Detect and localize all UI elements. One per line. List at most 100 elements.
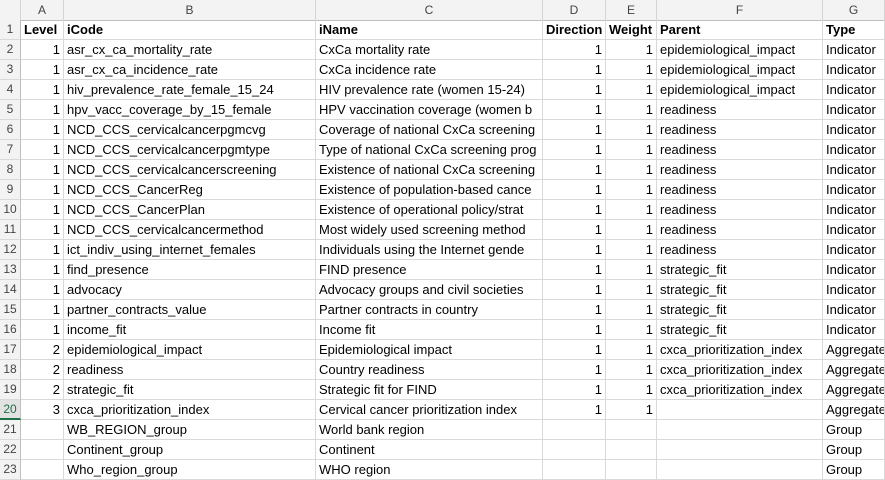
cell-icode[interactable]: cxca_prioritization_index: [64, 400, 316, 420]
cell-type[interactable]: Group: [823, 440, 885, 460]
cell-icode[interactable]: NCD_CCS_CancerPlan: [64, 200, 316, 220]
cell-iname[interactable]: Country readiness: [316, 360, 543, 380]
cell-type[interactable]: Indicator: [823, 140, 885, 160]
row-header[interactable]: 1: [0, 20, 21, 40]
cell-parent[interactable]: [657, 440, 823, 460]
cell-icode[interactable]: partner_contracts_value: [64, 300, 316, 320]
cell-iname[interactable]: HPV vaccination coverage (women b: [316, 100, 543, 120]
cell-level[interactable]: 1: [21, 220, 64, 240]
cell-parent[interactable]: strategic_fit: [657, 320, 823, 340]
row-header[interactable]: 6: [0, 120, 21, 140]
cell-type[interactable]: Indicator: [823, 60, 885, 80]
cell-level[interactable]: 1: [21, 100, 64, 120]
cell-direction[interactable]: 1: [543, 60, 606, 80]
cell-parent-header[interactable]: Parent: [657, 20, 823, 40]
cell-direction[interactable]: 1: [543, 340, 606, 360]
cell-direction[interactable]: 1: [543, 160, 606, 180]
cell-parent[interactable]: epidemiological_impact: [657, 60, 823, 80]
cell-iname[interactable]: Epidemiological impact: [316, 340, 543, 360]
row-header[interactable]: 4: [0, 80, 21, 100]
cell-weight[interactable]: 1: [606, 220, 657, 240]
cell-icode-header[interactable]: iCode: [64, 20, 316, 40]
cell-level[interactable]: 3: [21, 400, 64, 420]
cell-weight-header[interactable]: Weight: [606, 20, 657, 40]
cell-direction[interactable]: 1: [543, 220, 606, 240]
column-header-b[interactable]: B: [64, 0, 316, 20]
cell-icode[interactable]: WB_REGION_group: [64, 420, 316, 440]
cell-icode[interactable]: Who_region_group: [64, 460, 316, 480]
cell-level[interactable]: 1: [21, 300, 64, 320]
cell-icode[interactable]: readiness: [64, 360, 316, 380]
cell-direction[interactable]: [543, 420, 606, 440]
cell-direction[interactable]: 1: [543, 400, 606, 420]
cell-parent[interactable]: cxca_prioritization_index: [657, 360, 823, 380]
cell-weight[interactable]: 1: [606, 400, 657, 420]
cell-icode[interactable]: asr_cx_ca_mortality_rate: [64, 40, 316, 60]
cell-level[interactable]: 1: [21, 120, 64, 140]
row-header[interactable]: 5: [0, 100, 21, 120]
cell-type[interactable]: Indicator: [823, 260, 885, 280]
cell-iname[interactable]: Advocacy groups and civil societies: [316, 280, 543, 300]
cell-iname[interactable]: HIV prevalence rate (women 15-24): [316, 80, 543, 100]
select-all-corner[interactable]: [0, 0, 21, 20]
row-header[interactable]: 20: [0, 400, 21, 420]
cell-direction[interactable]: 1: [543, 380, 606, 400]
cell-level[interactable]: 1: [21, 280, 64, 300]
cell-type[interactable]: Indicator: [823, 120, 885, 140]
cell-iname[interactable]: FIND presence: [316, 260, 543, 280]
cell-iname-header[interactable]: iName: [316, 20, 543, 40]
cell-level[interactable]: 2: [21, 380, 64, 400]
row-header[interactable]: 11: [0, 220, 21, 240]
row-header[interactable]: 10: [0, 200, 21, 220]
cell-parent[interactable]: strategic_fit: [657, 260, 823, 280]
cell-direction-header[interactable]: Direction: [543, 20, 606, 40]
row-header[interactable]: 18: [0, 360, 21, 380]
cell-type[interactable]: Aggregate: [823, 400, 885, 420]
cell-level[interactable]: 1: [21, 260, 64, 280]
cell-weight[interactable]: [606, 440, 657, 460]
cell-level[interactable]: [21, 420, 64, 440]
cell-iname[interactable]: Coverage of national CxCa screening: [316, 120, 543, 140]
cell-parent[interactable]: strategic_fit: [657, 300, 823, 320]
cell-icode[interactable]: hpv_vacc_coverage_by_15_female: [64, 100, 316, 120]
cell-level[interactable]: [21, 440, 64, 460]
cell-parent[interactable]: readiness: [657, 240, 823, 260]
cell-icode[interactable]: advocacy: [64, 280, 316, 300]
row-header[interactable]: 3: [0, 60, 21, 80]
cell-parent[interactable]: [657, 400, 823, 420]
cell-parent[interactable]: epidemiological_impact: [657, 40, 823, 60]
cell-weight[interactable]: 1: [606, 60, 657, 80]
cell-iname[interactable]: CxCa mortality rate: [316, 40, 543, 60]
cell-level[interactable]: 1: [21, 140, 64, 160]
row-header[interactable]: 16: [0, 320, 21, 340]
row-header[interactable]: 22: [0, 440, 21, 460]
cell-weight[interactable]: 1: [606, 280, 657, 300]
cell-iname[interactable]: World bank region: [316, 420, 543, 440]
cell-icode[interactable]: income_fit: [64, 320, 316, 340]
row-header[interactable]: 7: [0, 140, 21, 160]
cell-level-header[interactable]: Level: [21, 20, 64, 40]
column-header-a[interactable]: A: [21, 0, 64, 20]
cell-icode[interactable]: strategic_fit: [64, 380, 316, 400]
cell-weight[interactable]: 1: [606, 120, 657, 140]
cell-direction[interactable]: 1: [543, 40, 606, 60]
cell-type[interactable]: Group: [823, 460, 885, 480]
cell-weight[interactable]: 1: [606, 240, 657, 260]
row-header[interactable]: 21: [0, 420, 21, 440]
cell-iname[interactable]: Partner contracts in country: [316, 300, 543, 320]
cell-icode[interactable]: epidemiological_impact: [64, 340, 316, 360]
cell-direction[interactable]: [543, 460, 606, 480]
cell-iname[interactable]: WHO region: [316, 460, 543, 480]
cell-direction[interactable]: 1: [543, 300, 606, 320]
cell-weight[interactable]: 1: [606, 180, 657, 200]
row-header[interactable]: 9: [0, 180, 21, 200]
cell-iname[interactable]: Most widely used screening method: [316, 220, 543, 240]
cell-type[interactable]: Indicator: [823, 40, 885, 60]
cell-type-header[interactable]: Type: [823, 20, 885, 40]
row-header[interactable]: 14: [0, 280, 21, 300]
column-header-f[interactable]: F: [657, 0, 823, 20]
cell-direction[interactable]: 1: [543, 140, 606, 160]
cell-iname[interactable]: Existence of operational policy/strat: [316, 200, 543, 220]
cell-type[interactable]: Indicator: [823, 100, 885, 120]
cell-iname[interactable]: Income fit: [316, 320, 543, 340]
